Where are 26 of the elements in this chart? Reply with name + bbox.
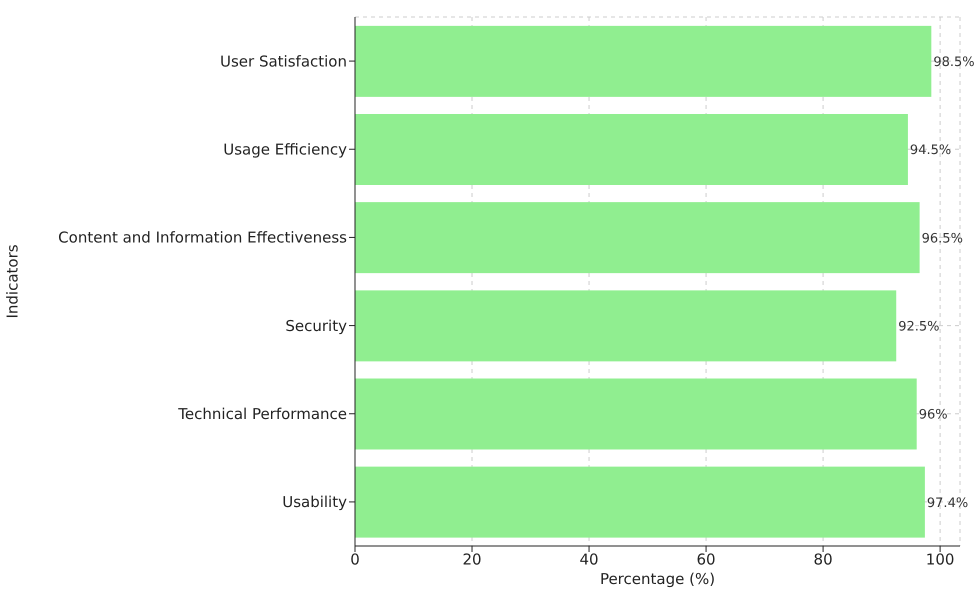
x-axis-title: Percentage (%) (600, 570, 716, 588)
data-label: 96% (918, 408, 948, 423)
data-label: 97.4% (926, 496, 968, 511)
x-tick-label: 20 (462, 550, 482, 569)
data-label: 94.5% (910, 143, 952, 158)
bar (355, 26, 932, 97)
x-tick-label: 100 (926, 550, 954, 569)
y-axis-title: Indicators (3, 244, 22, 319)
x-tick-label: 0 (350, 550, 360, 569)
y-tick-label: User Satisfaction (220, 52, 347, 70)
x-tick-label: 60 (696, 550, 716, 569)
y-tick-label: Technical Performance (177, 405, 347, 424)
data-label: 92.5% (898, 319, 940, 334)
y-tick-label: Usability (282, 493, 348, 512)
x-tick-label: 40 (579, 550, 599, 569)
y-tick-label: Content and Information Effectiveness (58, 228, 348, 247)
bar (355, 202, 920, 274)
bar (355, 290, 896, 362)
y-tick-label: Security (285, 316, 348, 335)
x-tick-label: 80 (814, 550, 833, 569)
data-label: 98.5% (933, 54, 975, 70)
bar (355, 378, 917, 450)
bar (355, 466, 925, 538)
bar (355, 114, 908, 185)
data-label: 96.5% (922, 231, 963, 246)
y-tick-label: Usage Efficiency (223, 140, 348, 159)
